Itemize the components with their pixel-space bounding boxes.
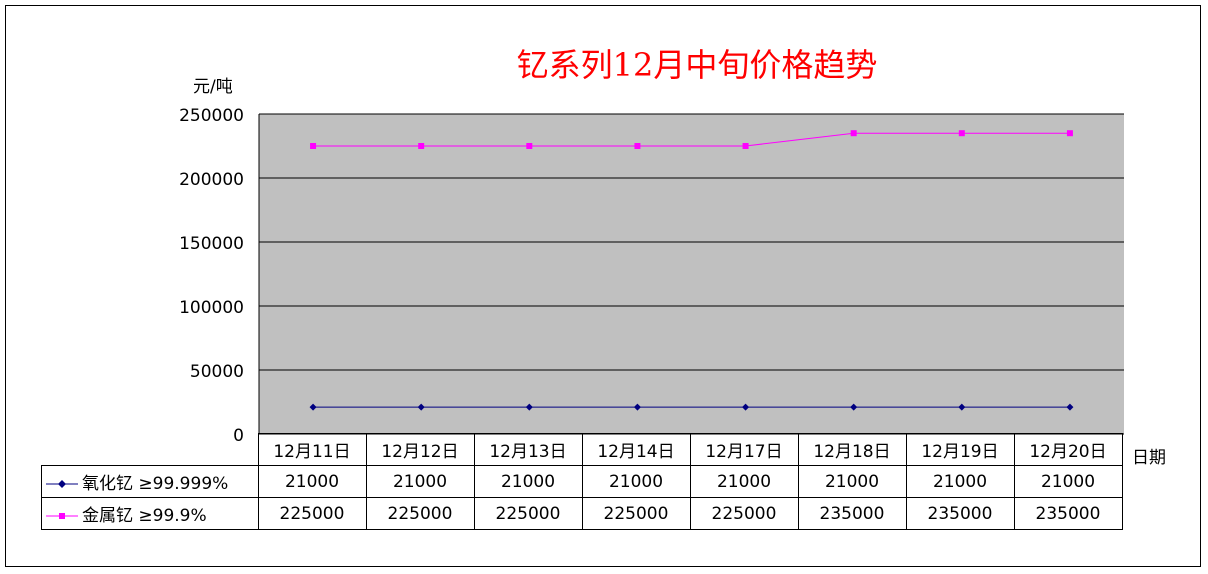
y-tick-200000: 200000 [179, 170, 244, 190]
data-point-square [850, 130, 857, 137]
y-tick-150000: 150000 [179, 234, 244, 254]
category-label: 12月13日 [473, 433, 583, 466]
data-label: 225000 [473, 497, 583, 530]
data-label: 21000 [257, 465, 367, 498]
plot-background [259, 114, 1124, 434]
data-label: 21000 [905, 465, 1015, 498]
category-label: 12月12日 [365, 433, 475, 466]
y-tick-50000: 50000 [189, 362, 244, 382]
y-tick-250000: 250000 [179, 106, 244, 126]
data-point-diamond [1066, 403, 1074, 411]
table-corner [41, 433, 259, 466]
y-tick-100000: 100000 [179, 298, 244, 318]
data-label: 225000 [257, 497, 367, 530]
data-label: 21000 [689, 465, 799, 498]
data-label: 225000 [581, 497, 691, 530]
data-point-diamond [742, 403, 750, 411]
data-label: 235000 [797, 497, 907, 530]
data-table: 12月11日 12月12日 12月13日 12月14日 12月17日 12月18… [41, 433, 1123, 530]
data-label: 235000 [905, 497, 1015, 530]
data-label: 225000 [365, 497, 475, 530]
series-name: 金属钇 ≥99.9% [82, 506, 207, 526]
square-marker-icon [46, 513, 78, 519]
data-point-diamond [850, 403, 858, 411]
data-point-diamond [633, 403, 641, 411]
legend-entry-yttrium-metal: 金属钇 ≥99.9% [41, 497, 259, 530]
category-label: 12月14日 [581, 433, 691, 466]
category-label: 12月11日 [257, 433, 367, 466]
data-label: 235000 [1013, 497, 1123, 530]
data-point-diamond [417, 403, 425, 411]
data-point-square [526, 143, 533, 149]
data-point-square [742, 143, 749, 149]
data-label: 21000 [797, 465, 907, 498]
diamond-marker-icon [46, 480, 78, 488]
series-line [313, 132, 1070, 147]
data-point-square [1066, 130, 1073, 137]
y-axis-unit-label: 元/吨 [193, 77, 233, 97]
data-label: 21000 [473, 465, 583, 498]
data-point-square [958, 130, 965, 137]
x-axis-label: 日期 [1132, 448, 1166, 468]
legend-entry-yttrium-oxide: 氧化钇 ≥99.999% [41, 465, 259, 498]
chart-title: 钇系列12月中旬价格趋势 [516, 46, 878, 84]
data-point-diamond [525, 403, 533, 411]
data-point-square [634, 143, 641, 149]
data-label: 21000 [365, 465, 475, 498]
category-label: 12月18日 [797, 433, 907, 466]
data-point-diamond [958, 403, 966, 411]
series-row-yttrium-metal: 金属钇 ≥99.9% 225000 225000 225000 225000 2… [41, 497, 1123, 530]
data-point-square [418, 143, 425, 149]
data-label: 225000 [689, 497, 799, 530]
category-label: 12月20日 [1013, 433, 1123, 466]
series-name: 氧化钇 ≥99.999% [82, 474, 229, 494]
data-point-square [310, 143, 317, 149]
category-label: 12月19日 [905, 433, 1015, 466]
data-label: 21000 [581, 465, 691, 498]
category-row: 12月11日 12月12日 12月13日 12月14日 12月17日 12月18… [41, 433, 1123, 466]
category-label: 12月17日 [689, 433, 799, 466]
data-label: 21000 [1013, 465, 1123, 498]
data-point-diamond [309, 403, 317, 411]
series-row-yttrium-oxide: 氧化钇 ≥99.999% 21000 21000 21000 21000 210… [41, 465, 1123, 498]
